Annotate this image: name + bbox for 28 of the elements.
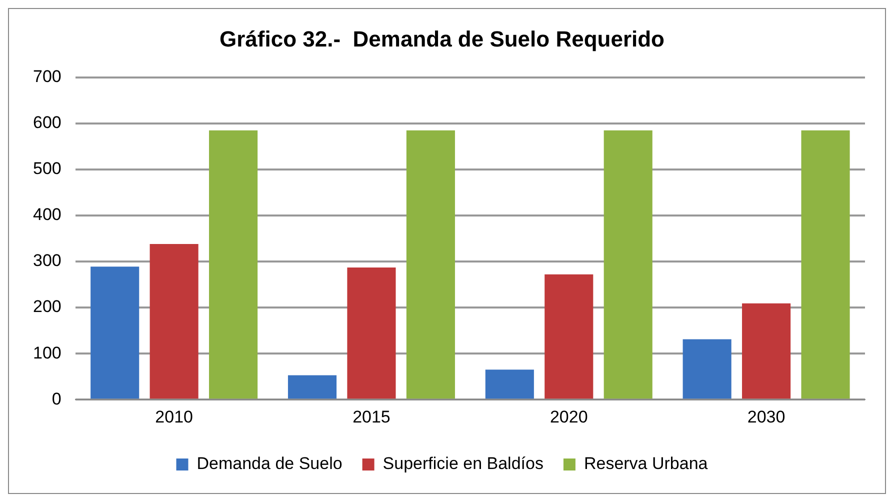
y-tick-label: 500 (32, 159, 62, 178)
bar (150, 244, 198, 399)
x-tick-label: 2020 (550, 407, 588, 426)
x-tick-label: 2015 (352, 407, 390, 426)
y-tick-label: 200 (32, 297, 62, 316)
x-tick-label: 2030 (747, 407, 786, 426)
chart-title: Gráfico 32.- Demanda de Suelo Requerido (220, 26, 664, 52)
bar (90, 266, 140, 399)
bar (742, 303, 791, 399)
y-tick-label: 100 (32, 343, 62, 362)
legend-label: Reserva Urbana (584, 454, 708, 474)
bar (682, 339, 732, 399)
bar (604, 130, 652, 399)
y-tick-label: 600 (32, 113, 62, 132)
legend-label: Demanda de Suelo (196, 454, 342, 474)
x-tick-label: 2010 (155, 407, 193, 426)
bar (544, 274, 594, 399)
bar (347, 268, 396, 399)
bar (288, 375, 337, 399)
bar (209, 130, 258, 399)
y-tick-label: 300 (32, 251, 62, 270)
legend-label: Superficie en Baldíos (382, 454, 544, 474)
y-tick-label: 400 (32, 205, 62, 224)
bar (485, 370, 534, 399)
bar (406, 130, 455, 399)
y-tick-label: 0 (52, 389, 62, 408)
bar (801, 130, 850, 399)
y-tick-label: 700 (32, 67, 62, 86)
